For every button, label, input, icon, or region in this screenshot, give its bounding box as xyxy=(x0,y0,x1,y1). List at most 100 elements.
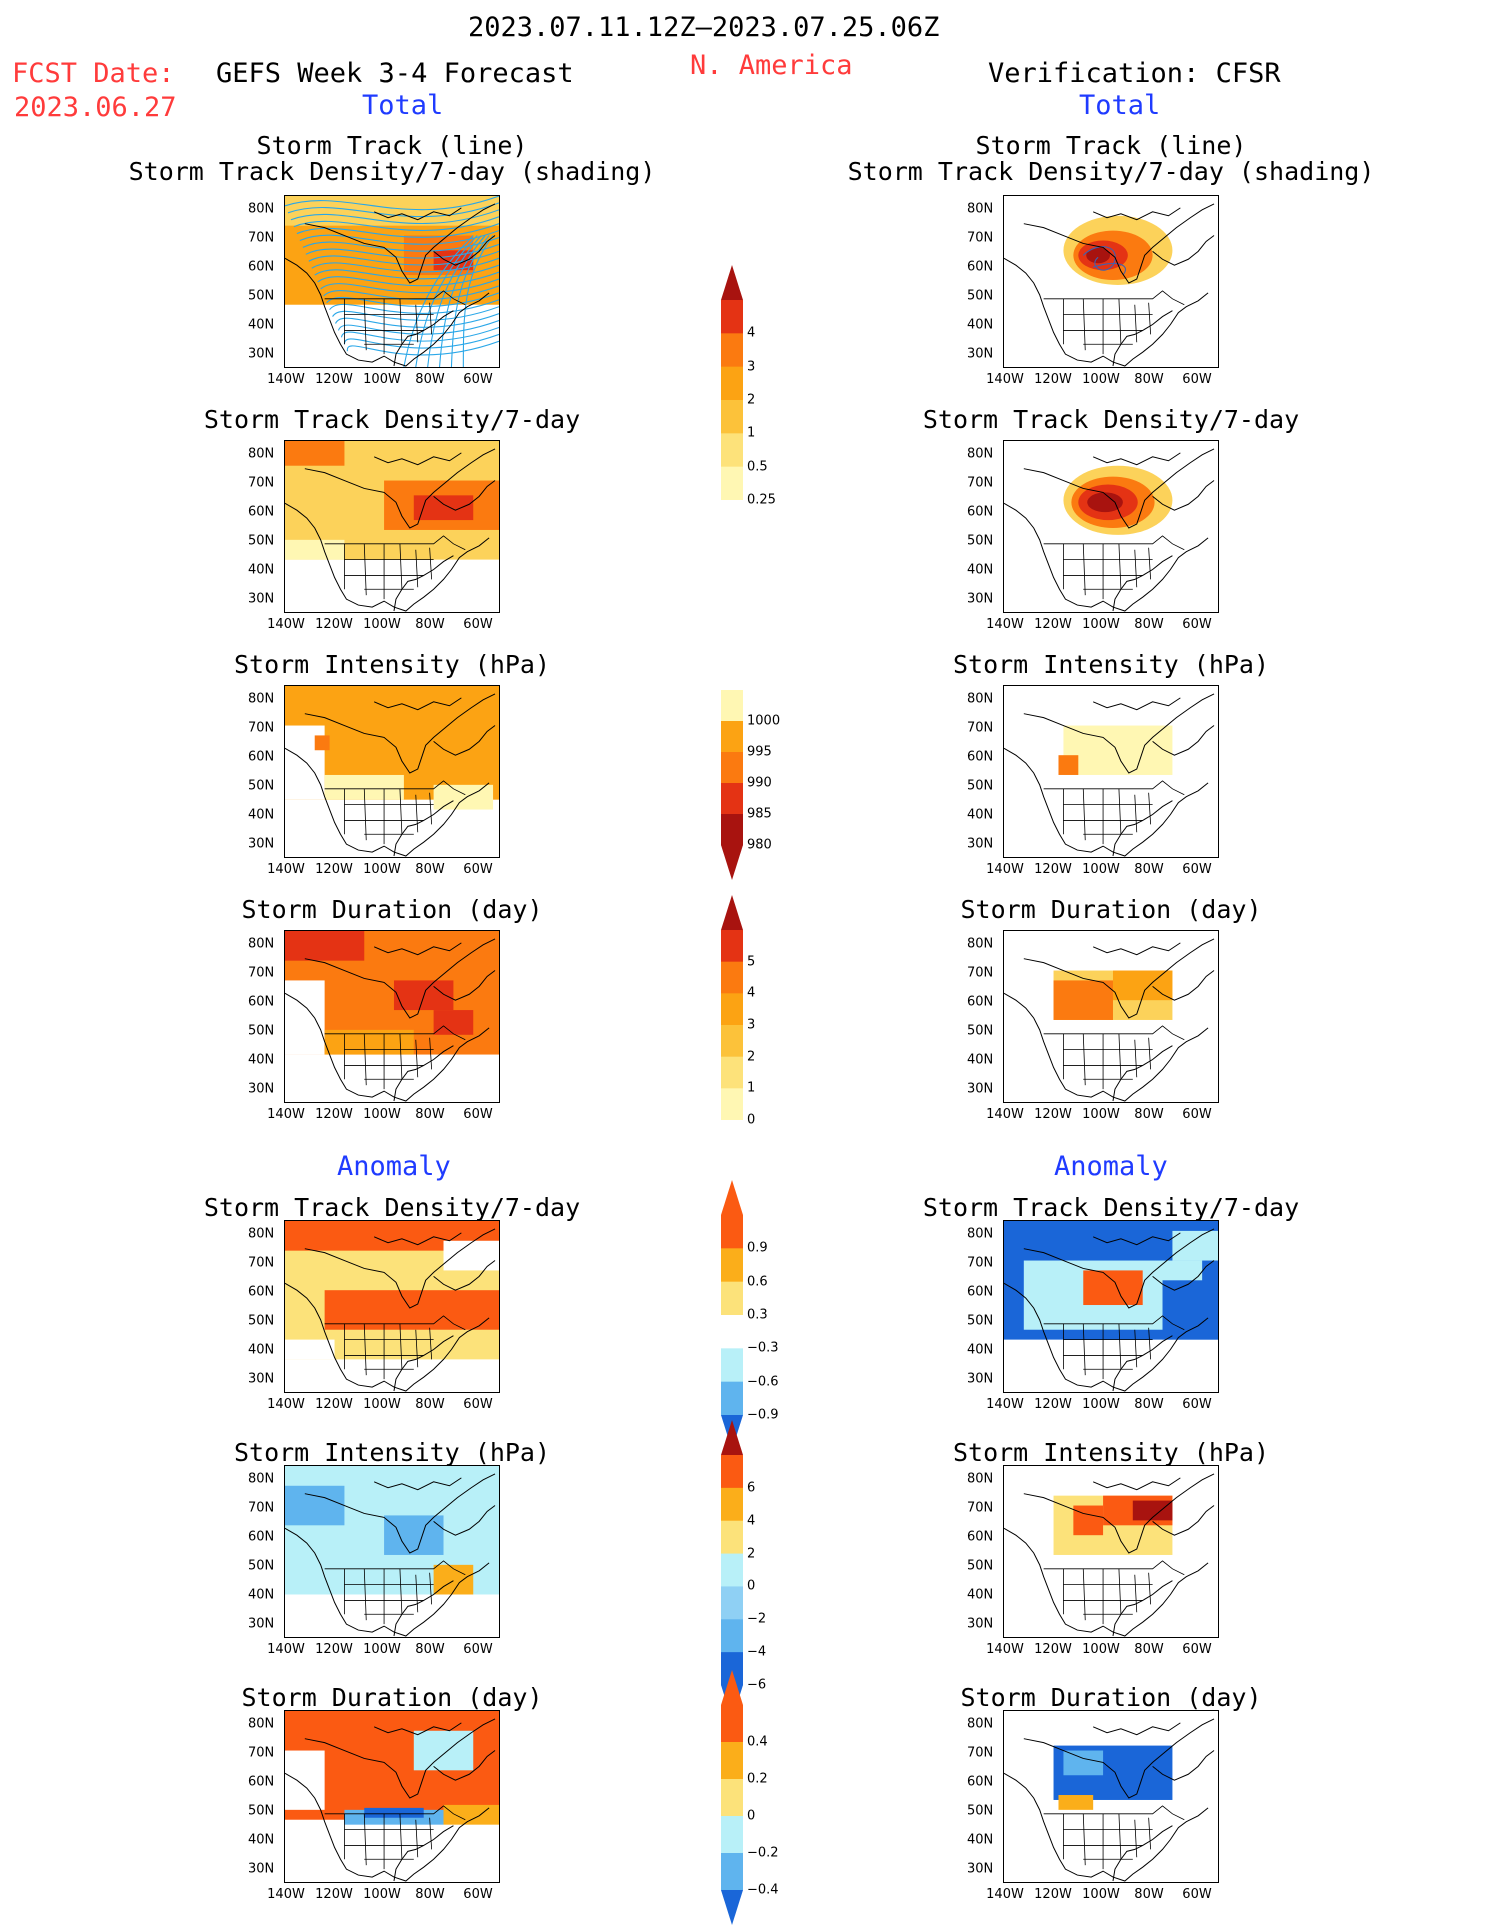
verification-total-track-ytick: 70N xyxy=(967,230,994,246)
verification-anomaly-duration-ytick: 80N xyxy=(967,1716,994,1732)
forecast-anomaly-duration-xtick: 120W xyxy=(315,1887,353,1902)
verification-total-density-coastline xyxy=(1004,448,1215,612)
forecast-total-track-xtick: 60W xyxy=(463,372,493,387)
forecast-total-track-track-19 xyxy=(340,326,499,342)
colorbar-intensity-anomaly-bin-6 xyxy=(721,1652,743,1686)
verification-anomaly-duration-ytick: 60N xyxy=(967,1774,994,1790)
forecast-total-density-ytick: 30N xyxy=(248,591,275,607)
forecast-anomaly-density-xtick: 60W xyxy=(463,1397,493,1412)
forecast-anomaly-duration-shade-1 xyxy=(285,1750,325,1810)
forecast-total-track-track-5 xyxy=(299,230,499,245)
verification-total-duration-ytick: 50N xyxy=(967,1023,994,1039)
forecast-total-intensity xyxy=(284,685,500,858)
verification-anomaly-density-shade-2 xyxy=(1162,1280,1218,1340)
verification-total-duration-ytick: 60N xyxy=(967,994,994,1010)
colorbar-intensity-total-label: 990 xyxy=(747,775,772,791)
total-right-label: Total xyxy=(1079,90,1161,121)
colorbar-duration-total-bin-4 xyxy=(721,1056,743,1089)
forecast-total-intensity-ytick: 70N xyxy=(248,720,275,736)
verification-anomaly-duration-ytick: 30N xyxy=(967,1861,994,1877)
forecast-anomaly-density-shade-3 xyxy=(324,1290,499,1330)
verification-anomaly-density-xtick: 120W xyxy=(1034,1397,1072,1412)
colorbar-duration-total-bin-5 xyxy=(721,1088,743,1120)
forecast-total-density-xtick: 60W xyxy=(463,617,493,632)
colorbar-duration-anomaly-label: −0.2 xyxy=(747,1845,779,1861)
colorbar-intensity-anomaly xyxy=(721,1420,743,1720)
colorbar-duration-total-bin-3 xyxy=(721,1025,743,1058)
verification-title: Verification: CFSR xyxy=(988,58,1281,89)
verification-anomaly-intensity-borders xyxy=(1043,1560,1185,1625)
colorbar-intensity-anomaly-label: −2 xyxy=(747,1611,767,1627)
verification-total-intensity-ytick: 30N xyxy=(967,836,994,852)
verification-anomaly-intensity xyxy=(1003,1465,1219,1638)
verification-anomaly-intensity-xtick: 140W xyxy=(986,1642,1024,1657)
forecast-anomaly-density-ytick: 80N xyxy=(248,1226,275,1242)
forecast-total-track-track-27 xyxy=(462,235,494,367)
verification-row5-title: Storm Intensity (hPa) xyxy=(952,1438,1270,1467)
colorbar-density-anomaly-label: 0.9 xyxy=(747,1240,768,1256)
forecast-total-density-coastline xyxy=(285,448,496,612)
forecast-anomaly-intensity-ytick: 50N xyxy=(248,1558,275,1574)
colorbar-duration-anomaly xyxy=(721,1670,743,1925)
forecast-total-track-track-22 xyxy=(403,235,474,367)
verification-total-duration-xtick: 100W xyxy=(1082,1107,1120,1122)
verification-anomaly-intensity-ytick: 40N xyxy=(967,1587,994,1603)
verification-anomaly-intensity-ytick: 30N xyxy=(967,1616,994,1632)
verification-total-duration-xtick: 80W xyxy=(1134,1107,1164,1122)
verification-anomaly-duration-xtick: 120W xyxy=(1034,1887,1072,1902)
verification-anomaly-intensity-ytick: 70N xyxy=(967,1500,994,1516)
forecast-total-duration-ytick: 40N xyxy=(248,1052,275,1068)
forecast-anomaly-density-shade-4 xyxy=(285,1339,335,1360)
forecast-anomaly-duration-ytick: 70N xyxy=(248,1745,275,1761)
colorbar-density-total xyxy=(721,265,743,500)
forecast-anomaly-duration-ytick: 50N xyxy=(248,1803,275,1819)
verification-anomaly-intensity-shade-3 xyxy=(1132,1500,1173,1521)
verification-total-intensity-ytick: 70N xyxy=(967,720,994,736)
forecast-total-track-track-13 xyxy=(323,285,499,301)
colorbar-density-total-label: 1 xyxy=(747,425,756,441)
verification-total-track-track-0 xyxy=(1082,246,1116,271)
verification-anomaly-duration-svg xyxy=(1004,1718,1215,1882)
verification-total-intensity-xtick: 80W xyxy=(1134,862,1164,877)
colorbar-density-anomaly-bin-1 xyxy=(721,1248,743,1283)
forecast-total-density-ytick: 60N xyxy=(248,504,275,520)
verification-anomaly-duration-ytick: 70N xyxy=(967,1745,994,1761)
forecast-total-intensity-borders xyxy=(324,780,466,845)
verification-total-track-xtick: 80W xyxy=(1134,372,1164,387)
colorbar-duration-anomaly-bin-4 xyxy=(721,1853,743,1891)
forecast-total-track-track-23 xyxy=(415,235,478,367)
forecast-anomaly-duration-ytick: 30N xyxy=(248,1861,275,1877)
forecast-anomaly-intensity xyxy=(284,1465,500,1638)
forecast-anomaly-density-ytick: 60N xyxy=(248,1284,275,1300)
forecast-total-duration-coastline xyxy=(285,938,496,1102)
verification-anomaly-density-shade-3 xyxy=(1083,1270,1143,1306)
forecast-total-density xyxy=(284,440,500,613)
verification-anomaly-duration-coastline xyxy=(1004,1718,1215,1882)
verification-total-duration-ytick: 40N xyxy=(967,1052,994,1068)
forecast-total-duration-xtick: 140W xyxy=(267,1107,305,1122)
colorbar-density-anomaly-bin-3 xyxy=(721,1315,743,1349)
verification-total-density-xtick: 100W xyxy=(1082,617,1120,632)
forecast-anomaly-intensity-xtick: 100W xyxy=(363,1642,401,1657)
verification-total-track-shade-3 xyxy=(1086,247,1111,264)
model-title: GEFS Week 3-4 Forecast xyxy=(216,58,574,89)
forecast-anomaly-density-xtick: 120W xyxy=(315,1397,353,1412)
colorbar-intensity-total-arrow-bot xyxy=(721,845,743,880)
verification-anomaly-duration-shade-1 xyxy=(1063,1750,1104,1776)
verification-total-duration-ytick: 70N xyxy=(967,965,994,981)
forecast-total-duration-xtick: 120W xyxy=(315,1107,353,1122)
fcst-label: FCST Date: xyxy=(12,58,175,89)
forecast-total-duration-svg xyxy=(285,931,499,1102)
forecast-total-track-xtick: 120W xyxy=(315,372,353,387)
verification-row3-title: Storm Duration (day) xyxy=(960,895,1262,924)
forecast-total-intensity-coastline xyxy=(285,693,496,857)
colorbar-density-total-label: 3 xyxy=(747,359,756,375)
forecast-anomaly-density-xtick: 80W xyxy=(415,1397,445,1412)
forecast-total-intensity-ytick: 30N xyxy=(248,836,275,852)
verification-total-track-ytick: 80N xyxy=(967,201,994,217)
forecast-anomaly-intensity-coastline xyxy=(285,1473,496,1637)
verification-anomaly-duration-borders xyxy=(1043,1805,1185,1870)
forecast-total-intensity-shade-3 xyxy=(433,784,494,810)
verification-total-track-xtick: 120W xyxy=(1034,372,1072,387)
verification-anomaly-duration-ytick: 50N xyxy=(967,1803,994,1819)
